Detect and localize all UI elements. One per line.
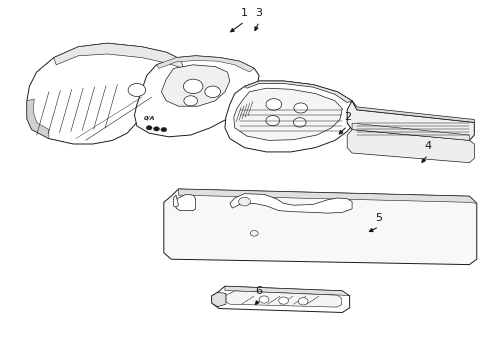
Circle shape: [298, 298, 307, 305]
Polygon shape: [351, 101, 473, 122]
Polygon shape: [163, 189, 476, 265]
Circle shape: [250, 230, 258, 236]
Polygon shape: [346, 101, 473, 140]
Circle shape: [293, 103, 307, 113]
Polygon shape: [351, 123, 468, 140]
Circle shape: [183, 96, 197, 106]
Circle shape: [183, 79, 203, 94]
Circle shape: [265, 99, 281, 110]
Polygon shape: [211, 292, 225, 307]
Polygon shape: [178, 189, 476, 203]
Polygon shape: [161, 65, 229, 106]
Circle shape: [265, 116, 279, 126]
Text: 6: 6: [255, 286, 262, 296]
Circle shape: [146, 126, 152, 130]
Polygon shape: [346, 130, 473, 163]
Polygon shape: [233, 88, 342, 140]
Circle shape: [161, 127, 166, 132]
Polygon shape: [224, 81, 356, 152]
Polygon shape: [27, 43, 183, 144]
Polygon shape: [156, 56, 254, 72]
Polygon shape: [225, 291, 341, 307]
Polygon shape: [134, 56, 259, 137]
Polygon shape: [244, 81, 351, 103]
Text: 1: 1: [241, 8, 247, 18]
Circle shape: [204, 86, 220, 98]
Polygon shape: [27, 99, 49, 139]
Polygon shape: [229, 194, 351, 213]
Polygon shape: [54, 43, 183, 68]
Circle shape: [278, 297, 288, 304]
Circle shape: [153, 127, 159, 131]
Circle shape: [259, 296, 268, 303]
Circle shape: [238, 197, 250, 206]
Polygon shape: [211, 286, 349, 312]
Circle shape: [293, 118, 305, 127]
Polygon shape: [173, 195, 178, 207]
Circle shape: [128, 84, 145, 96]
Text: 4: 4: [424, 141, 430, 151]
Text: 5: 5: [375, 213, 382, 223]
Text: 0/A: 0/A: [144, 116, 156, 121]
Text: 2: 2: [343, 112, 350, 122]
Text: 3: 3: [255, 8, 262, 18]
Polygon shape: [224, 286, 349, 296]
Polygon shape: [176, 194, 195, 211]
